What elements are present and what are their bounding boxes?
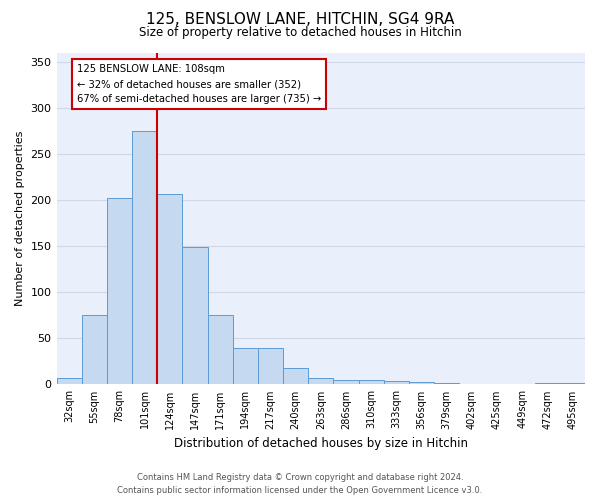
Bar xyxy=(132,131,157,384)
Bar xyxy=(434,382,459,384)
Bar xyxy=(258,348,283,385)
Bar xyxy=(182,247,208,384)
Bar xyxy=(383,380,409,384)
Text: 125 BENSLOW LANE: 108sqm
← 32% of detached houses are smaller (352)
67% of semi-: 125 BENSLOW LANE: 108sqm ← 32% of detach… xyxy=(77,64,321,104)
Bar xyxy=(157,194,182,384)
Bar xyxy=(56,378,82,384)
Bar xyxy=(409,382,434,384)
Bar xyxy=(560,382,585,384)
Bar xyxy=(208,316,233,384)
Bar xyxy=(334,380,359,384)
Bar xyxy=(359,380,383,384)
Text: Size of property relative to detached houses in Hitchin: Size of property relative to detached ho… xyxy=(139,26,461,39)
Y-axis label: Number of detached properties: Number of detached properties xyxy=(15,131,25,306)
X-axis label: Distribution of detached houses by size in Hitchin: Distribution of detached houses by size … xyxy=(174,437,468,450)
Text: Contains HM Land Registry data © Crown copyright and database right 2024.
Contai: Contains HM Land Registry data © Crown c… xyxy=(118,474,482,495)
Text: 125, BENSLOW LANE, HITCHIN, SG4 9RA: 125, BENSLOW LANE, HITCHIN, SG4 9RA xyxy=(146,12,454,28)
Bar xyxy=(82,316,107,384)
Bar xyxy=(107,198,132,384)
Bar xyxy=(308,378,334,384)
Bar xyxy=(535,382,560,384)
Bar xyxy=(283,368,308,384)
Bar xyxy=(233,348,258,385)
